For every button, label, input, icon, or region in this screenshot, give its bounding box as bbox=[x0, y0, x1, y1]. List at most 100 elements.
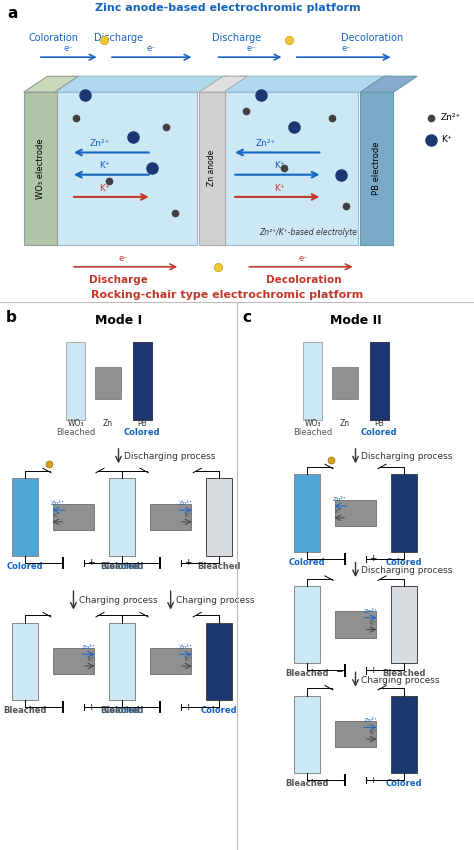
Text: +: + bbox=[184, 558, 191, 568]
Text: Bleached: Bleached bbox=[383, 669, 426, 678]
Text: Coloration: Coloration bbox=[28, 33, 78, 43]
Text: Bleached: Bleached bbox=[293, 428, 332, 437]
Bar bbox=[109, 622, 135, 700]
Bar bbox=[303, 343, 322, 420]
Text: Colored: Colored bbox=[386, 779, 422, 788]
Bar bbox=[360, 92, 393, 245]
Text: e⁻: e⁻ bbox=[246, 44, 256, 54]
Bar bbox=[332, 366, 358, 400]
Text: −: − bbox=[53, 703, 60, 711]
Text: Charging process: Charging process bbox=[176, 596, 255, 605]
Text: Discharge: Discharge bbox=[212, 33, 262, 43]
Text: WO₃: WO₃ bbox=[305, 418, 321, 428]
Text: Zn²⁺/K⁺-based electrolyte: Zn²⁺/K⁺-based electrolyte bbox=[259, 228, 357, 237]
Text: Zn²⁺: Zn²⁺ bbox=[179, 645, 193, 650]
Bar bbox=[55, 92, 197, 245]
Bar bbox=[199, 92, 225, 245]
Text: +: + bbox=[369, 776, 376, 785]
Text: K⁺: K⁺ bbox=[88, 657, 95, 662]
Text: e⁻: e⁻ bbox=[118, 254, 128, 264]
Text: PB: PB bbox=[374, 418, 384, 428]
Text: Or: Or bbox=[112, 517, 125, 527]
Polygon shape bbox=[199, 76, 247, 92]
Text: Zn²⁺: Zn²⁺ bbox=[441, 113, 461, 122]
Text: Zn²⁺: Zn²⁺ bbox=[90, 139, 109, 148]
Bar bbox=[53, 504, 94, 530]
Text: Zn²⁺: Zn²⁺ bbox=[255, 139, 275, 148]
Text: Discharge: Discharge bbox=[94, 33, 143, 43]
Text: K⁺: K⁺ bbox=[334, 509, 341, 514]
Text: Discharging process: Discharging process bbox=[124, 452, 216, 462]
Text: K⁺: K⁺ bbox=[370, 730, 377, 735]
Bar bbox=[294, 474, 320, 552]
Text: c: c bbox=[243, 310, 252, 325]
Text: −: − bbox=[53, 558, 60, 568]
Polygon shape bbox=[24, 76, 78, 92]
Text: K⁺: K⁺ bbox=[99, 162, 109, 170]
Bar bbox=[391, 474, 417, 552]
Polygon shape bbox=[55, 76, 230, 92]
Bar bbox=[109, 622, 135, 700]
Text: Zinc anode-based electrochromic platform: Zinc anode-based electrochromic platform bbox=[95, 3, 360, 14]
Bar bbox=[216, 92, 358, 245]
Bar bbox=[336, 611, 375, 638]
Text: −: − bbox=[150, 558, 157, 568]
Text: +: + bbox=[87, 558, 94, 568]
Text: Colored: Colored bbox=[124, 428, 161, 437]
Text: +: + bbox=[184, 703, 191, 711]
Text: −: − bbox=[335, 666, 342, 675]
Text: Colored: Colored bbox=[7, 562, 43, 570]
Polygon shape bbox=[216, 76, 391, 92]
Bar bbox=[151, 504, 191, 530]
Text: Bleached: Bleached bbox=[285, 779, 328, 788]
Bar bbox=[206, 622, 232, 700]
Text: Bleached: Bleached bbox=[285, 669, 328, 678]
Text: e⁻: e⁻ bbox=[341, 44, 351, 54]
Bar bbox=[109, 479, 135, 556]
Text: Bleached: Bleached bbox=[100, 562, 144, 570]
Text: Zn²⁺: Zn²⁺ bbox=[51, 502, 65, 507]
Text: Zn²⁺: Zn²⁺ bbox=[364, 718, 378, 723]
Text: Discharging process: Discharging process bbox=[361, 452, 453, 462]
Text: Bleached: Bleached bbox=[100, 706, 144, 715]
Bar bbox=[12, 479, 38, 556]
Text: Charging process: Charging process bbox=[79, 596, 158, 605]
Text: e⁻: e⁻ bbox=[64, 44, 73, 54]
Bar bbox=[24, 92, 57, 245]
Text: Zn anode: Zn anode bbox=[208, 150, 216, 186]
Text: Colored: Colored bbox=[361, 428, 398, 437]
Text: Mode II: Mode II bbox=[330, 314, 381, 327]
Text: +: + bbox=[87, 703, 94, 711]
Text: +: + bbox=[369, 554, 376, 564]
Bar bbox=[95, 366, 121, 400]
Text: e⁻: e⁻ bbox=[299, 254, 308, 264]
Text: Decoloration: Decoloration bbox=[265, 275, 341, 285]
Text: K⁺: K⁺ bbox=[370, 620, 377, 626]
Text: Zn²⁺: Zn²⁺ bbox=[333, 497, 347, 502]
Bar bbox=[53, 648, 94, 674]
Text: Zn²⁺: Zn²⁺ bbox=[82, 645, 96, 650]
Text: Zn²⁺: Zn²⁺ bbox=[364, 609, 378, 614]
Bar bbox=[206, 479, 232, 556]
Text: K⁺: K⁺ bbox=[441, 135, 451, 144]
Text: Bleached: Bleached bbox=[3, 706, 46, 715]
Text: Decoloration: Decoloration bbox=[341, 33, 403, 43]
Bar bbox=[391, 695, 417, 773]
Text: −: − bbox=[335, 776, 342, 785]
Text: Zn: Zn bbox=[103, 418, 113, 428]
Text: −: − bbox=[335, 554, 342, 564]
Bar bbox=[109, 479, 135, 556]
Bar bbox=[66, 343, 85, 420]
Text: K⁺: K⁺ bbox=[185, 657, 192, 662]
Text: WO₃ electrode: WO₃ electrode bbox=[36, 138, 45, 199]
Text: K⁺: K⁺ bbox=[274, 162, 285, 170]
Text: e⁻: e⁻ bbox=[147, 44, 156, 54]
Bar bbox=[336, 721, 375, 747]
Text: +: + bbox=[369, 666, 376, 675]
Bar bbox=[294, 695, 320, 773]
Text: K⁺: K⁺ bbox=[185, 513, 192, 518]
Text: Bleached: Bleached bbox=[198, 562, 241, 570]
Bar bbox=[12, 622, 38, 700]
Text: Bleached: Bleached bbox=[56, 428, 95, 437]
Text: WO₃: WO₃ bbox=[68, 418, 84, 428]
